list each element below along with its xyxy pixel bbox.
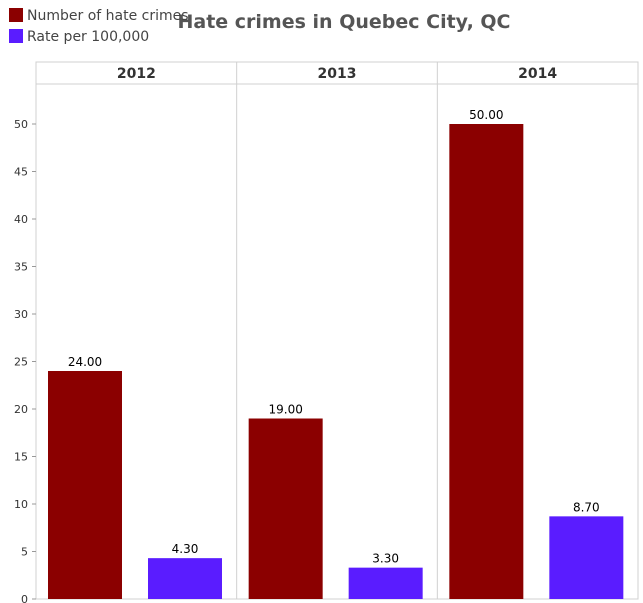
y-tick-label: 40 xyxy=(14,213,28,226)
y-tick-label: 45 xyxy=(14,166,28,179)
bar-number-2013 xyxy=(248,418,323,599)
chart-frame xyxy=(35,61,639,600)
year-panels: 2012 2013 2014 xyxy=(117,62,557,599)
category-label-2012: 2012 xyxy=(117,66,156,82)
category-label-2013: 2013 xyxy=(318,66,357,82)
y-tick-label: 5 xyxy=(21,546,28,559)
value-label-number-2013: 19.00 xyxy=(268,403,302,417)
legend-label-rate: Rate per 100,000 xyxy=(27,29,149,45)
legend-swatch-number xyxy=(9,8,23,22)
y-tick-label: 35 xyxy=(14,261,28,274)
y-tick-label: 20 xyxy=(14,403,28,416)
plot-border xyxy=(35,61,639,600)
value-label-rate-2012: 4.30 xyxy=(172,542,199,556)
legend: Number of hate crimes Rate per 100,000 xyxy=(9,8,189,45)
y-tick-label: 30 xyxy=(14,308,28,321)
value-label-number-2012: 24.00 xyxy=(68,355,102,369)
y-tick-label: 25 xyxy=(14,356,28,369)
value-label-rate-2013: 3.30 xyxy=(372,552,399,566)
bar-rate-2014 xyxy=(549,516,624,599)
legend-swatch-rate xyxy=(9,29,23,43)
y-axis: 0 5 10 15 20 25 30 35 40 45 50 xyxy=(14,118,36,603)
legend-label-number: Number of hate crimes xyxy=(27,8,189,24)
category-label-2014: 2014 xyxy=(518,66,557,82)
y-tick-label: 0 xyxy=(21,593,28,603)
value-label-rate-2014: 8.70 xyxy=(573,500,600,514)
bar-number-2012 xyxy=(48,371,122,599)
bar-rate-2013 xyxy=(348,567,423,599)
y-tick-label: 50 xyxy=(14,118,28,131)
y-tick-label: 10 xyxy=(14,498,28,511)
chart-title: Hate crimes in Quebec City, QC xyxy=(177,11,510,33)
bars: 24.00 4.30 19.00 3.30 50.00 8.70 xyxy=(48,108,624,599)
bar-number-2014 xyxy=(449,124,524,599)
y-tick-label: 15 xyxy=(14,451,28,464)
value-label-number-2014: 50.00 xyxy=(469,108,503,122)
bar-rate-2012 xyxy=(148,558,222,599)
